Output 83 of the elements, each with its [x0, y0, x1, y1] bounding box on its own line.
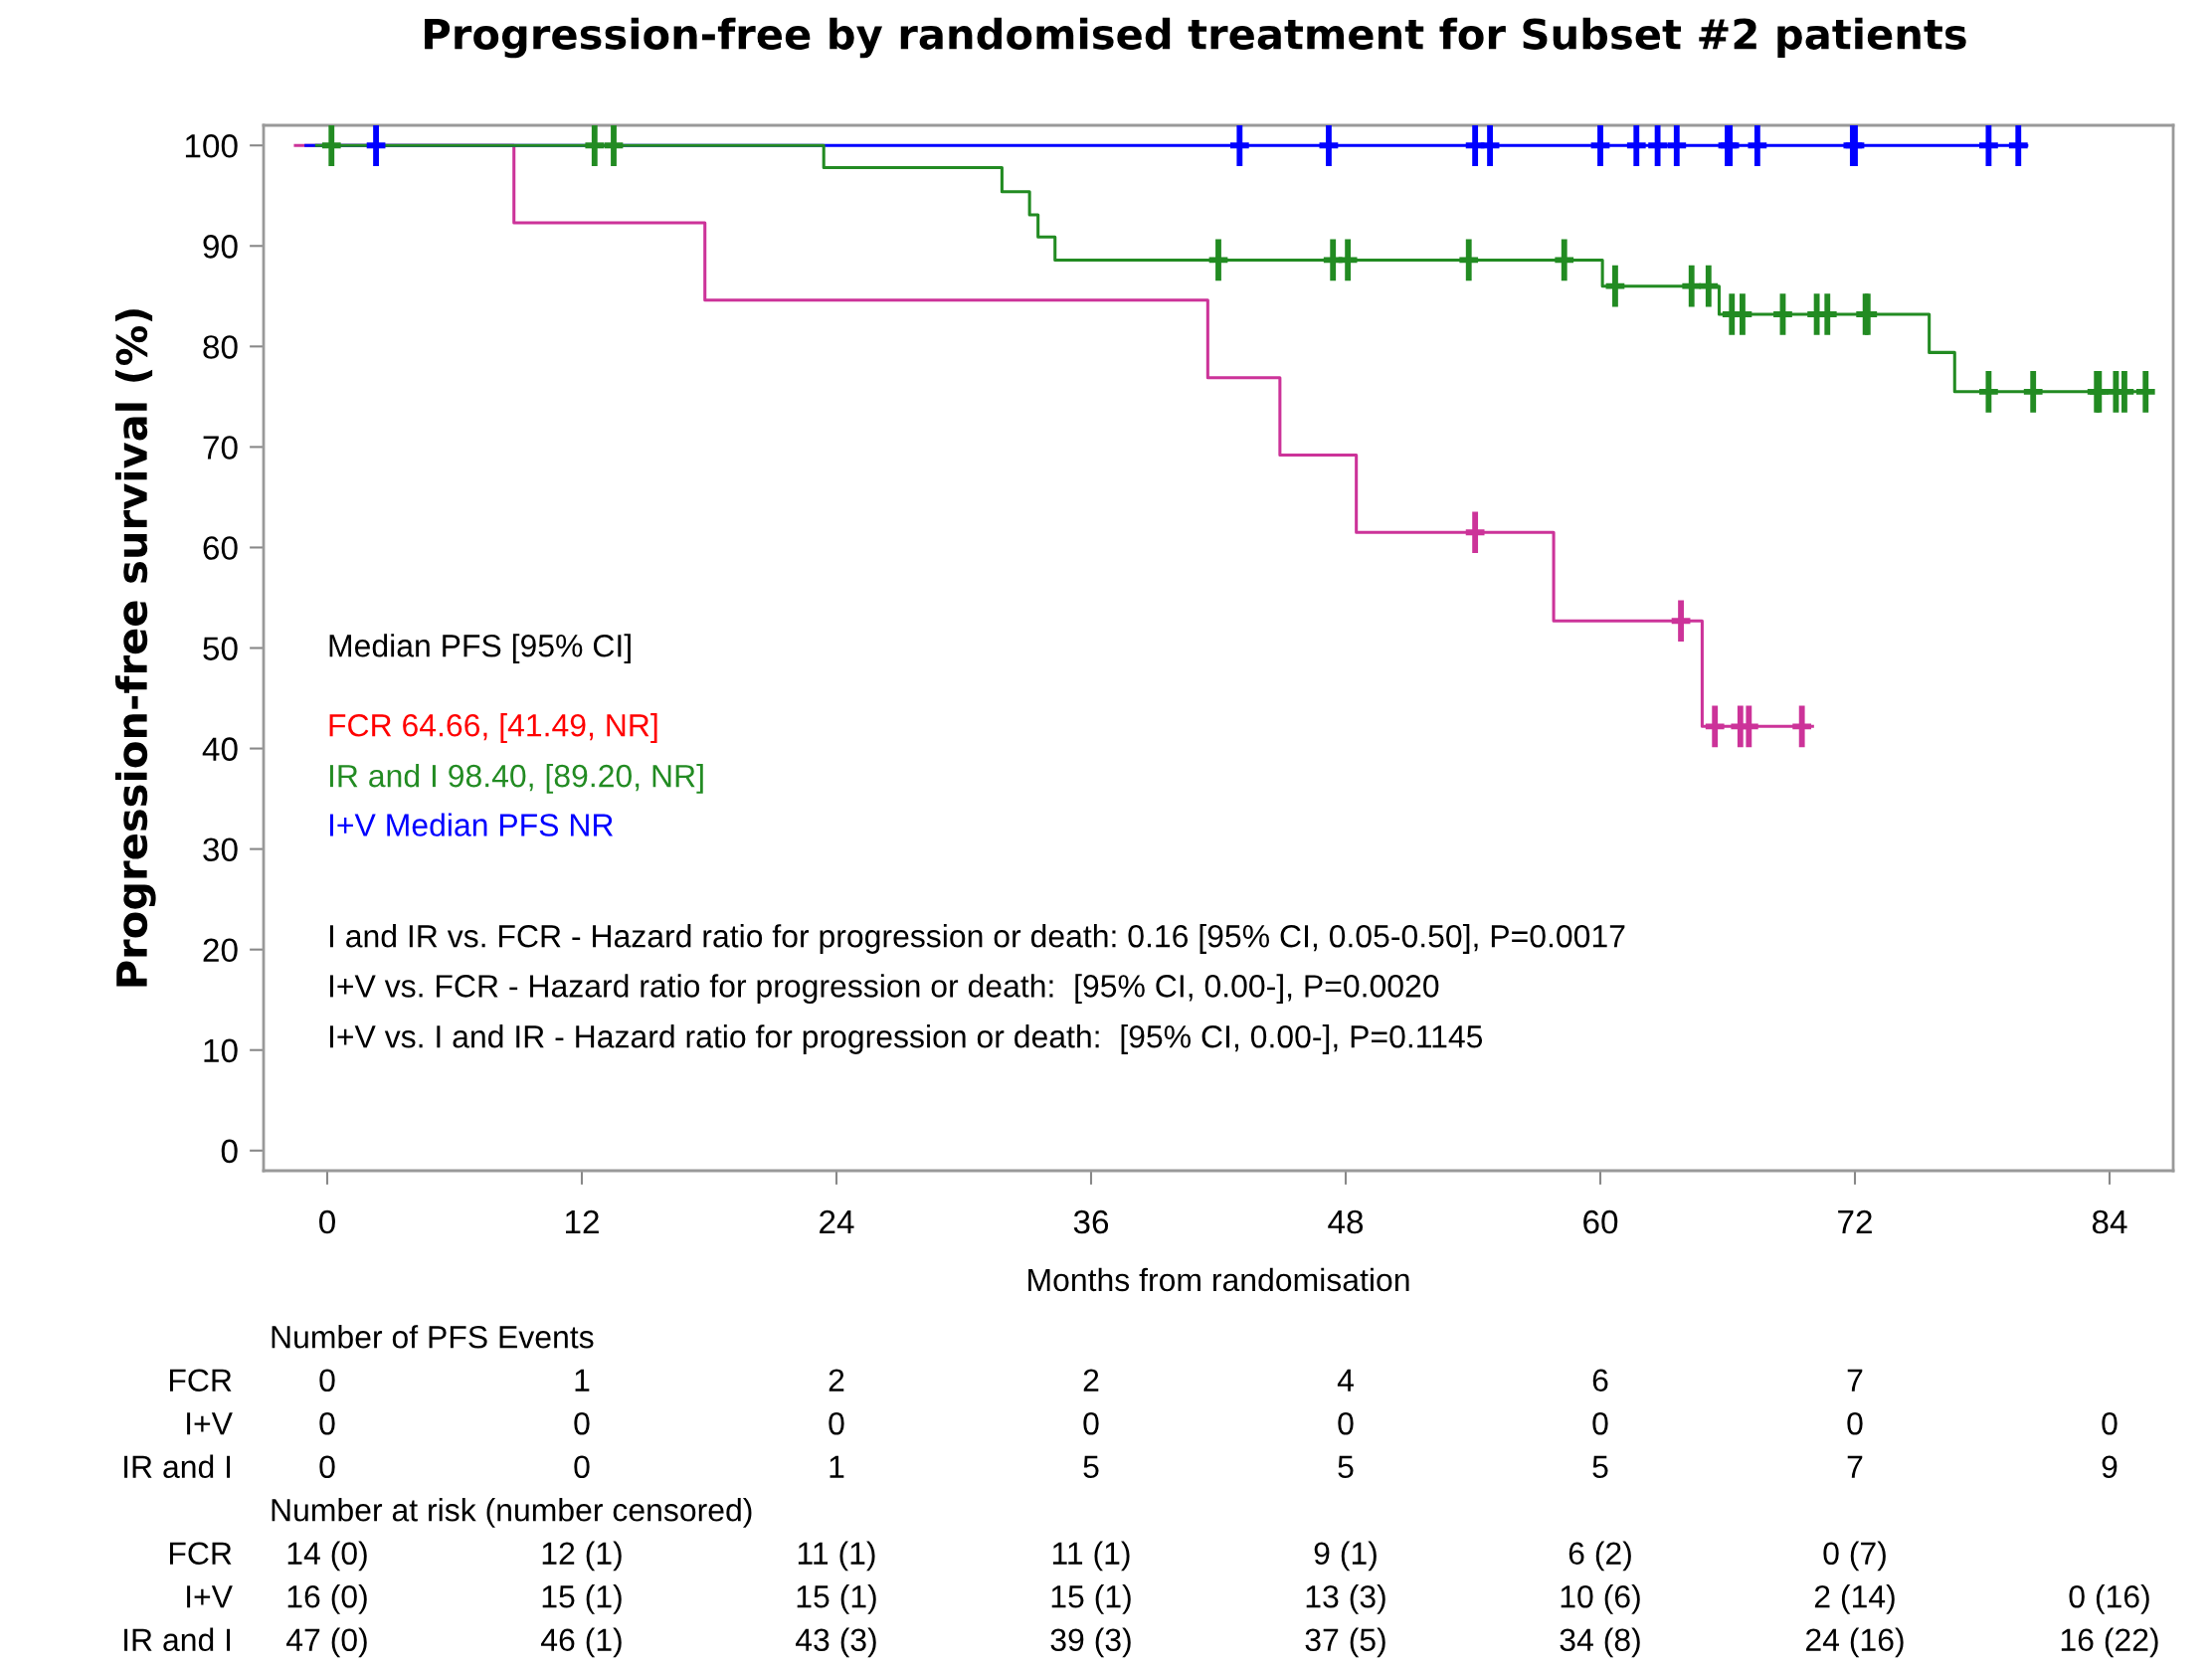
annotation: IR and I 98.40, [89.20, NR]	[329, 763, 703, 794]
text: 46 (1)	[541, 1627, 622, 1658]
text: 0	[319, 1369, 335, 1392]
text: 11 (1)	[1052, 1541, 1130, 1572]
y-tick-label: 10	[204, 1038, 238, 1063]
text: FCR	[169, 1542, 232, 1566]
y-axis-title: Progression-free survival (%)	[114, 309, 156, 987]
x-tick-label: 72	[1838, 1209, 1872, 1234]
x-tick-label: 84	[2092, 1209, 2127, 1234]
text: 15 (1)	[542, 1584, 622, 1614]
annotation: I+V vs. I and IR - Hazard ratio for progression or death: [95% CI, 0.00-], P=0.1145	[329, 1024, 1483, 1054]
text: 37 (5)	[1305, 1627, 1385, 1658]
text: 7	[1847, 1369, 1863, 1392]
text: 7	[1847, 1455, 1863, 1478]
text: 47 (0)	[286, 1627, 367, 1658]
x-tick-label: 12	[566, 1209, 599, 1234]
text: 6 (2)	[1568, 1541, 1631, 1572]
text: FCR	[169, 1369, 232, 1392]
text: IR and I	[124, 1627, 231, 1652]
annotation: I+V Median PFS NR	[329, 813, 614, 836]
x-tick-label: 60	[1583, 1209, 1618, 1234]
text: 0	[319, 1411, 335, 1435]
chart-title: Progression-free by randomised treatment for Subset #2 patients	[425, 17, 1966, 59]
text: 15 (1)	[1051, 1584, 1131, 1614]
text: I+V	[187, 1412, 233, 1435]
text: 0	[1083, 1411, 1099, 1435]
text: 15 (1)	[797, 1584, 876, 1614]
text: 14 (0)	[287, 1541, 367, 1572]
text: 5	[1083, 1455, 1099, 1479]
y-tick-label: 60	[203, 536, 238, 560]
text: 5	[1338, 1455, 1354, 1479]
text: 2	[1083, 1369, 1099, 1392]
text: 10 (6)	[1561, 1584, 1640, 1614]
text: 0	[1592, 1411, 1608, 1435]
text: 2	[829, 1369, 844, 1392]
y-tick-label: 50	[203, 637, 238, 660]
annotation: Median PFS [95% CI]	[329, 634, 631, 663]
text: 0	[2102, 1411, 2118, 1435]
text: 0	[1338, 1411, 1354, 1435]
y-tick-label: 100	[185, 134, 238, 158]
text: 2 (14)	[1814, 1584, 1895, 1614]
annotation: FCR 64.66, [41.49, NR]	[329, 713, 657, 743]
text: IR and I	[124, 1454, 231, 1479]
text: 39 (3)	[1050, 1627, 1131, 1658]
text: 0	[829, 1411, 844, 1435]
text: 0 (16)	[2069, 1584, 2149, 1614]
text: 1	[830, 1455, 844, 1478]
text: 24 (16)	[1806, 1627, 1904, 1658]
text: 13 (3)	[1306, 1584, 1385, 1614]
x-axis-title: Months from randomisation	[1028, 1267, 1409, 1292]
x-tick-label: 24	[820, 1209, 854, 1234]
y-tick-label: 0	[221, 1139, 238, 1164]
y-tick-label: 40	[202, 737, 238, 761]
text: 0 (7)	[1823, 1541, 1886, 1572]
x-tick-label: 36	[1073, 1209, 1109, 1234]
y-tick-label: 80	[203, 335, 238, 359]
text: 34 (8)	[1560, 1627, 1640, 1658]
y-tick-label: 20	[203, 938, 238, 963]
annotation: I and IR vs. FCR - Hazard ratio for progression or death: 0.16 [95% CI, 0.05-0.50], P=0.0017	[329, 924, 1625, 954]
text: 0	[574, 1411, 590, 1435]
text: 0	[319, 1455, 335, 1479]
text: 0	[1847, 1411, 1863, 1435]
text: 4	[1337, 1369, 1354, 1392]
annotation: I+V vs. FCR - Hazard ratio for progression or death: [95% CI, 0.00-], P=0.0020	[329, 974, 1439, 1005]
text: I+V	[187, 1585, 233, 1608]
x-tick-label: 0	[319, 1209, 335, 1234]
text: 16 (0)	[287, 1584, 367, 1614]
text: 0	[574, 1455, 590, 1479]
text: 16 (22)	[2061, 1627, 2158, 1658]
x-tick-label: 48	[1328, 1209, 1364, 1234]
text: Number of PFS Events	[272, 1325, 594, 1349]
text: 9 (1)	[1314, 1541, 1377, 1572]
text: 11 (1)	[798, 1541, 875, 1572]
text: 9	[2102, 1455, 2118, 1479]
y-tick-label: 70	[203, 436, 238, 460]
text: 6	[1592, 1369, 1608, 1392]
text: 43 (3)	[796, 1627, 876, 1658]
text: 12 (1)	[542, 1541, 622, 1572]
text: 5	[1592, 1455, 1608, 1479]
y-tick-label: 90	[203, 235, 238, 259]
text: 1	[575, 1369, 590, 1392]
y-tick-label: 30	[203, 837, 238, 862]
text: Number at risk (number censored)	[272, 1498, 752, 1528]
